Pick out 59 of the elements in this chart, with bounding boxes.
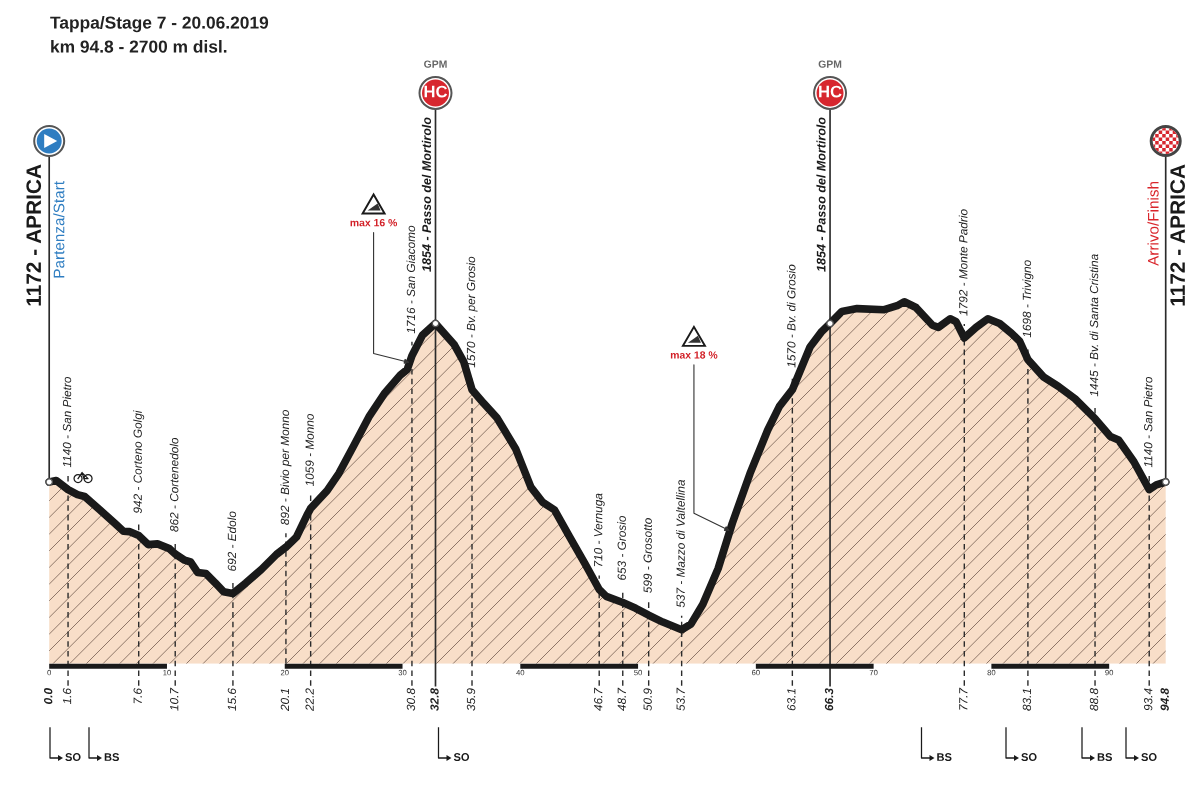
chart-subtitle: km 94.8 - 2700 m disl.	[51, 40, 227, 53]
x2-tick-label: 22.2	[305, 688, 314, 712]
ref-line-label: 1854 - Passo del Mortirolo	[421, 117, 432, 272]
text: HC	[819, 85, 842, 98]
ref-line-label: 1140 - San Pietro	[1143, 376, 1153, 468]
ref-line-label: 1854 - Passo del Mortirolo	[816, 117, 826, 272]
x2-tick-label: 30.8	[406, 688, 416, 711]
x2-tick-label: 63.1	[787, 689, 796, 711]
ref-line-label: 1698 - Trivigno	[1022, 260, 1034, 338]
x2-tick-label: 50.9	[643, 688, 652, 711]
x2-tick-label: 15.6	[227, 688, 237, 711]
ref-line-label: 1716 - San Giacomo	[406, 225, 416, 334]
text: SO	[453, 753, 470, 761]
x2-tick-label: 1.6	[62, 688, 72, 705]
x2-tick-label: 46.7	[594, 687, 603, 711]
annotation: max 16 %	[350, 218, 398, 227]
ref-line-label: 710 - Vernuga	[594, 493, 605, 567]
x2-tick-label: 93.4	[1144, 688, 1153, 711]
x2-tick-label: 10.7	[170, 687, 179, 711]
text: SO	[1141, 753, 1157, 761]
x2-tick-label: 53.7	[676, 687, 685, 711]
ref-line-label: 1570 - Bv. per Grosio	[466, 256, 478, 368]
ref-line-label: 1445 - Bv. di Santa Cristina	[1089, 254, 1099, 397]
x2-tick-label: 94.8	[1160, 688, 1169, 711]
ref-line-label: 653 - Grosio	[617, 515, 626, 580]
x2-tick-label: 48.7	[617, 687, 626, 711]
ref-line-label: 1140 - San Pietro	[62, 376, 72, 468]
text: BS	[937, 753, 952, 761]
ref-line-label: 892 - Bivio per Monno	[280, 410, 292, 525]
ref-line-label: 1570 - Bv. di Grosio	[786, 264, 796, 368]
text: BS	[104, 753, 119, 761]
x2-tick-label: 83.1	[1022, 689, 1032, 711]
ref-line-label: 599 - Grosotto	[643, 518, 652, 593]
text: 1172 - APRICA	[1170, 164, 1185, 306]
chart-title: Tappa/Stage 7 - 20.06.2019	[50, 16, 269, 33]
annotation: max 18 %	[670, 351, 718, 359]
text: Arrivo/Finish	[1147, 181, 1159, 266]
text: BS	[1097, 753, 1112, 761]
text: SO	[65, 753, 81, 761]
x2-tick-label: 20.1	[280, 689, 290, 712]
x2-tick-label: 35.9	[466, 688, 476, 711]
text: GPM	[424, 60, 447, 68]
text: HC	[424, 85, 448, 98]
x2-tick-label: 66.3	[824, 688, 834, 711]
text: SO	[1021, 753, 1037, 761]
x2-tick-label: 32.8	[430, 688, 439, 711]
text: Partenza/Start	[53, 181, 65, 278]
text: GPM	[818, 60, 842, 68]
ref-line-label: 692 - Edolo	[227, 511, 237, 571]
ref-line-label: 537 - Mazzo di Valtellina	[676, 479, 685, 608]
x2-tick-label: 88.8	[1089, 688, 1099, 711]
ref-line-label: 942 - Corteno Golgi	[133, 410, 145, 514]
x2-tick-label: 7.6	[133, 688, 142, 704]
x2-tick-label: 77.7	[959, 687, 968, 710]
ref-line-label: 1059 - Monno	[305, 413, 314, 487]
text: 1172 - APRICA	[26, 164, 42, 306]
ref-line-label: 1792 - Monte Padrio	[958, 209, 968, 316]
x2-tick-label: 0.0	[44, 688, 53, 704]
ref-line-label: 862 - Cortenedolo	[169, 437, 179, 532]
